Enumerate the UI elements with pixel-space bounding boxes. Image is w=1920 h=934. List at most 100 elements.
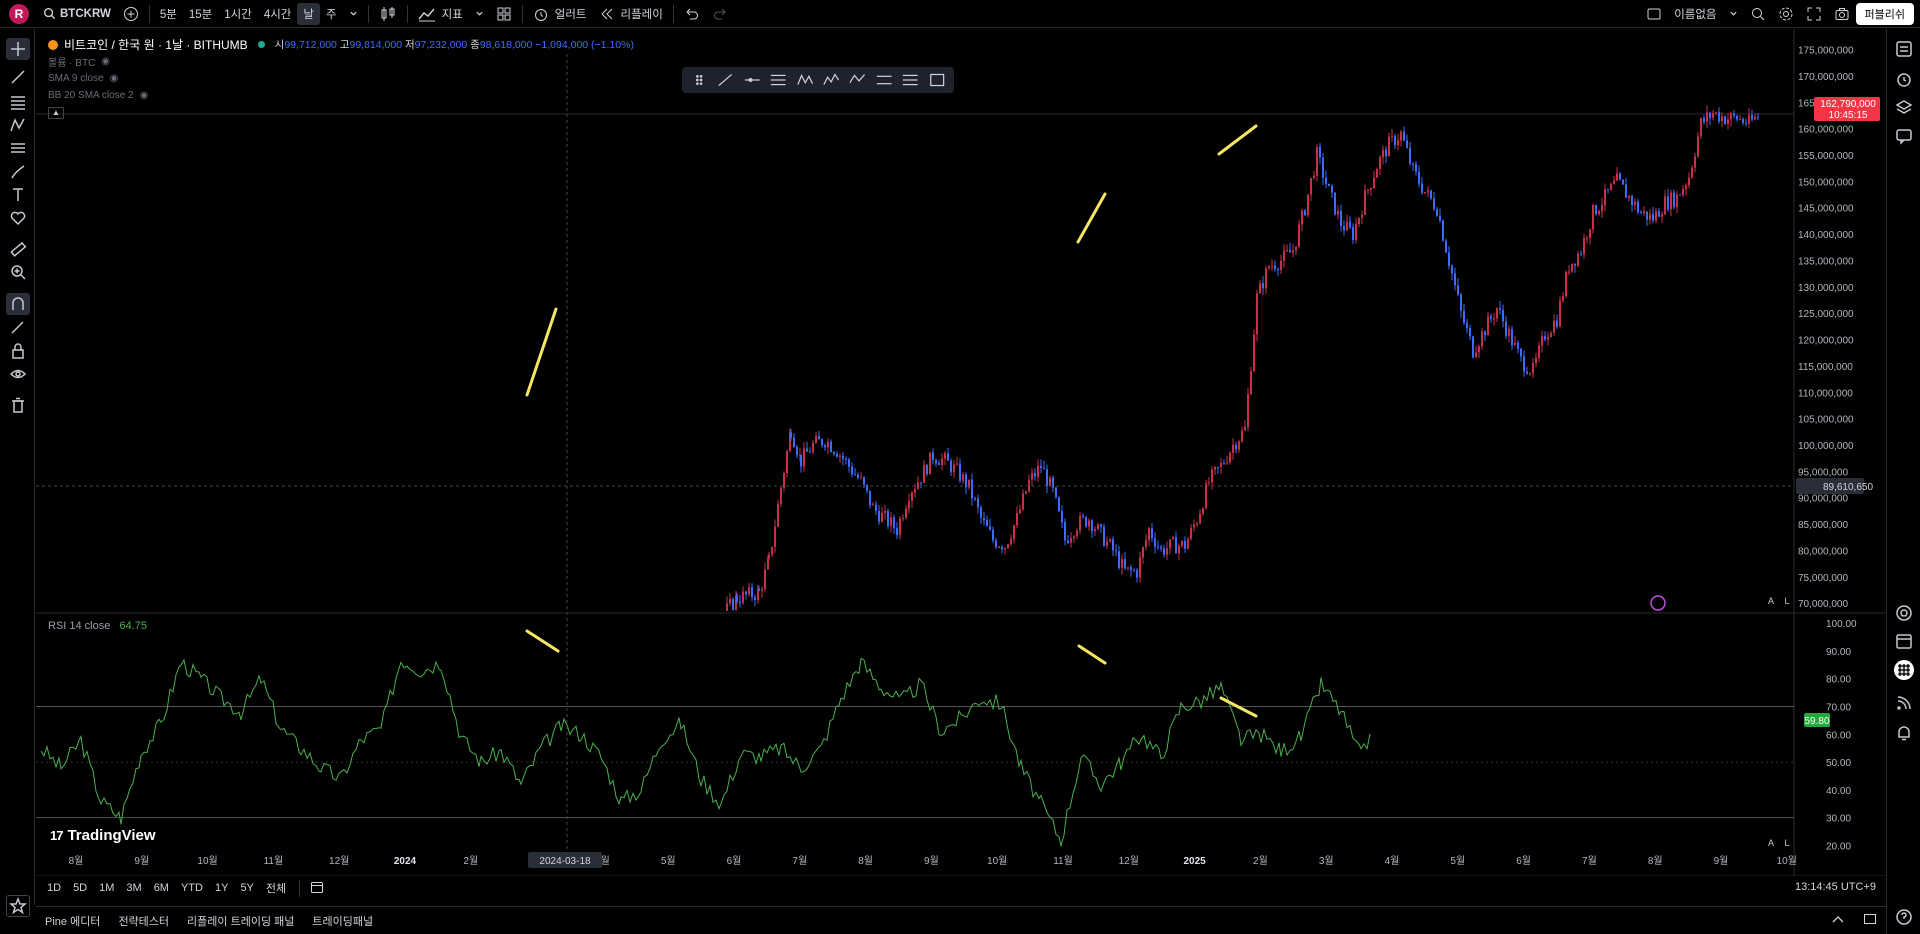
calendar-button[interactable]: [1894, 631, 1914, 651]
help-button[interactable]: [1894, 907, 1914, 927]
hide-tool[interactable]: [6, 363, 30, 385]
indicators-dropdown[interactable]: [469, 0, 490, 28]
eye-icon[interactable]: ◉: [109, 73, 119, 84]
maximize-panel-button[interactable]: [1854, 913, 1886, 928]
tf-5m[interactable]: 5분: [159, 8, 177, 21]
tab-replay-trading[interactable]: 리플레이 트레이딩 패널: [187, 915, 295, 928]
magnet-tool[interactable]: [6, 293, 30, 315]
notifications-button[interactable]: [1894, 723, 1914, 743]
volume-legend-row[interactable]: 볼륨 · BTC ◉: [48, 53, 634, 70]
pattern-tool[interactable]: [6, 114, 30, 136]
legend-collapse-button[interactable]: ▲: [48, 104, 634, 121]
tf-1d[interactable]: 날: [297, 2, 320, 25]
rsi-auto-scale-a-icon[interactable]: A: [1768, 838, 1774, 848]
prediction-tool[interactable]: [6, 137, 30, 159]
trendline-rsi-2025-01[interactable]: [1219, 696, 1258, 718]
lock-tool[interactable]: [6, 340, 30, 362]
range-1d[interactable]: 1D: [47, 882, 62, 894]
range-5y[interactable]: 5Y: [240, 882, 254, 894]
layout-toggle[interactable]: [1640, 0, 1668, 28]
quick-search-button[interactable]: [1744, 0, 1772, 28]
bb-legend-row[interactable]: BB 20 SMA close 2 ◉: [48, 87, 634, 104]
rsi-log-scale-l-icon[interactable]: L: [1784, 838, 1789, 848]
delete-tool[interactable]: [6, 394, 30, 416]
ideas-button[interactable]: [1894, 603, 1914, 623]
templates-button[interactable]: [490, 0, 518, 28]
eye-icon[interactable]: ◉: [139, 90, 149, 101]
collapse-panel-button[interactable]: [1822, 914, 1854, 927]
range-5d[interactable]: 5D: [73, 882, 88, 894]
fib-retracement-icon[interactable]: [901, 71, 919, 89]
icon-tool[interactable]: [6, 207, 30, 229]
alerts-panel-button[interactable]: [1894, 69, 1914, 89]
brush-tool[interactable]: [6, 161, 30, 183]
undo-button[interactable]: [678, 0, 706, 28]
abc-wave-icon[interactable]: [848, 71, 866, 89]
lightning-event-icon[interactable]: [1650, 595, 1666, 611]
replay-button[interactable]: 리플레이: [593, 0, 669, 28]
trendline-price-2024-11[interactable]: [1076, 192, 1107, 244]
drag-handle-icon[interactable]: [690, 71, 708, 89]
parallel-channel-icon[interactable]: [769, 71, 787, 89]
log-scale-l-icon[interactable]: L: [1784, 596, 1789, 606]
ruler-tool[interactable]: [6, 238, 30, 260]
tf-4h[interactable]: 4시간: [263, 8, 292, 21]
divergence-trendlines[interactable]: [525, 124, 1258, 718]
trendline-rsi-2024-03[interactable]: [525, 629, 560, 653]
apps-button[interactable]: [1894, 660, 1914, 680]
trendline-price-2025-01[interactable]: [1217, 124, 1258, 156]
settings-button[interactable]: [1772, 0, 1800, 28]
range-1m[interactable]: 1M: [99, 882, 115, 894]
candle-body: [1304, 210, 1306, 215]
auto-scale-a-icon[interactable]: A: [1768, 596, 1774, 606]
price-chart[interactable]: 175,000,000170,000,000165,000,000160,000…: [36, 29, 1886, 876]
sma-legend-row[interactable]: SMA 9 close ◉: [48, 70, 634, 87]
zoom-tool[interactable]: [6, 261, 30, 283]
tab-trading-panel[interactable]: 트레이딩패널: [312, 915, 374, 928]
tab-pine-editor[interactable]: Pine 에디터: [45, 915, 101, 928]
fib-channel-icon[interactable]: [875, 71, 893, 89]
publish-button[interactable]: 퍼블리쉬: [1855, 2, 1914, 25]
range-1y[interactable]: 1Y: [214, 882, 229, 894]
stay-drawing-tool[interactable]: [6, 316, 30, 338]
layout-dropdown[interactable]: [1723, 0, 1744, 28]
rectangle-icon[interactable]: [928, 71, 946, 89]
trendline-price-2024-03[interactable]: [525, 307, 558, 397]
user-avatar[interactable]: R: [9, 3, 29, 24]
symbol-search[interactable]: BTCKRW: [37, 0, 117, 28]
text-tool[interactable]: [6, 184, 30, 206]
range-all[interactable]: 전체: [265, 883, 287, 895]
chart-type-button[interactable]: [373, 0, 403, 28]
trend-line-tool[interactable]: [6, 66, 30, 88]
chat-button[interactable]: [1894, 126, 1914, 146]
add-symbol-button[interactable]: [117, 0, 145, 28]
tab-strategy-tester[interactable]: 전략테스터: [118, 915, 170, 928]
timeframe-dropdown[interactable]: [343, 0, 364, 28]
trendline-rsi-2024-11[interactable]: [1077, 644, 1107, 665]
layout-name[interactable]: 이름없음: [1674, 8, 1717, 21]
fib-tool[interactable]: [6, 91, 30, 113]
snapshot-button[interactable]: [1828, 0, 1856, 28]
tf-15m[interactable]: 15분: [188, 8, 213, 21]
crosshair-tool[interactable]: [6, 38, 30, 60]
tf-1w[interactable]: 주: [325, 8, 337, 21]
fullscreen-button[interactable]: [1800, 0, 1828, 28]
redo-button[interactable]: [706, 0, 734, 28]
object-tree-button[interactable]: [1894, 98, 1914, 118]
indicators-button[interactable]: 지표: [412, 0, 469, 28]
eye-icon[interactable]: ◉: [101, 56, 111, 67]
favorites-tool[interactable]: [6, 895, 30, 917]
trend-line-icon[interactable]: [716, 71, 734, 89]
tf-1h[interactable]: 1시간: [224, 8, 252, 21]
timezone-clock[interactable]: 13:14:45 UTC+9: [1794, 881, 1876, 893]
streams-button[interactable]: [1894, 693, 1914, 713]
range-3m[interactable]: 3M: [126, 882, 142, 894]
horizontal-ray-icon[interactable]: [743, 71, 761, 89]
goto-date-button[interactable]: [299, 879, 327, 897]
alert-button[interactable]: 얼러트: [527, 0, 593, 28]
range-6m[interactable]: 6M: [153, 882, 169, 894]
elliott-wave-icon[interactable]: [822, 71, 840, 89]
watchlist-button[interactable]: [1894, 39, 1914, 59]
pattern-xabcd-icon[interactable]: [796, 71, 814, 89]
range-ytd[interactable]: YTD: [180, 882, 203, 894]
